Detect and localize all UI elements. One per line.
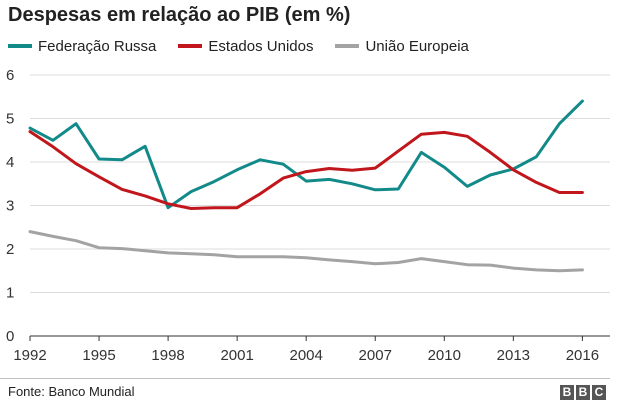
x-tick-label: 2016 [566,347,599,364]
legend-swatch-eu [335,44,360,48]
y-tick-label: 3 [6,198,14,215]
legend-swatch-usa [178,44,203,48]
series-line-russia [28,99,584,210]
x-tick-label: 2001 [220,347,253,364]
legend-label-russia: Federação Russa [38,37,157,55]
footer-divider [0,378,610,379]
x-tick-label: 1992 [13,347,46,364]
legend-label-eu: União Europeia [365,37,469,55]
y-tick-label: 5 [6,111,14,128]
chart-title: Despesas em relação ao PIB (em %) [8,4,351,26]
series-line-usa [28,130,584,210]
bbc-logo-block: B [576,385,590,400]
x-tick-label: 1998 [151,347,184,364]
legend-item-usa: Estados Unidos [178,38,313,55]
y-tick-label: 2 [6,241,14,258]
x-tick-label: 2007 [359,347,392,364]
legend-swatch-russia [8,44,32,48]
bbc-logo-block: B [560,385,574,400]
source-note: Fonte: Banco Mundial [8,384,135,399]
x-tick-label: 2004 [290,347,323,364]
bbc-logo-block: C [592,385,606,400]
x-tick-label: 2010 [428,347,461,364]
y-tick-label: 0 [6,328,14,345]
y-tick-label: 6 [6,67,14,84]
bbc-logo: B B C [558,385,606,400]
x-tick-label: 1995 [82,347,115,364]
legend-label-usa: Estados Unidos [208,37,314,55]
series-line-eu [28,230,584,273]
legend-item-russia: Federação Russa [8,38,156,55]
y-tick-label: 4 [6,154,14,171]
y-tick-label: 1 [6,285,14,302]
legend-item-eu: União Europeia [335,37,469,55]
x-tick-label: 2013 [497,347,530,364]
legend: Federação Russa Estados Unidos União Eur… [8,36,491,56]
